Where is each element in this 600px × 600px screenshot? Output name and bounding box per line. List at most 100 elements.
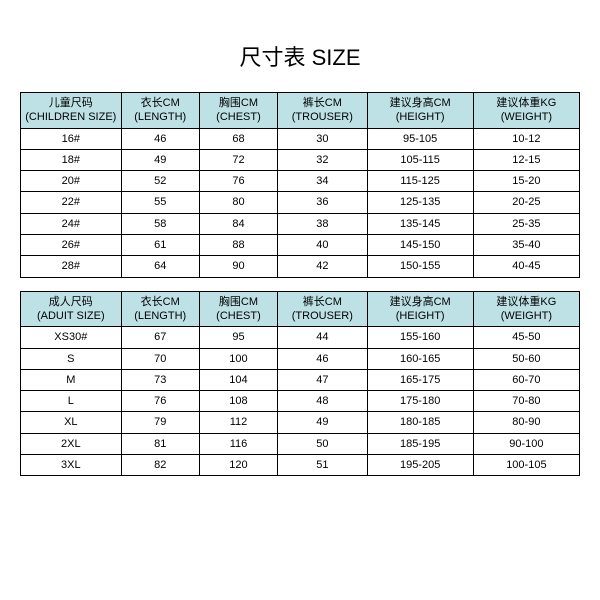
table-cell: 47: [278, 369, 367, 390]
table-cell: 150-155: [367, 256, 473, 277]
table-cell: 68: [199, 128, 277, 149]
table-row: L7610848175-18070-80: [21, 391, 580, 412]
table-cell: 15-20: [473, 171, 579, 192]
table-cell: 34: [278, 171, 367, 192]
table-cell: 50: [278, 433, 367, 454]
table-cell: 145-150: [367, 235, 473, 256]
table-cell: 195-205: [367, 455, 473, 476]
spacer-cell: [21, 277, 580, 291]
adult_table-header-cell: 裤长CM(TROUSER): [278, 291, 367, 327]
table-cell: 55: [121, 192, 199, 213]
table-cell: 125-135: [367, 192, 473, 213]
table-cell: 52: [121, 171, 199, 192]
header-line-2: (TROUSER): [280, 309, 364, 323]
table-cell: 50-60: [473, 348, 579, 369]
table-cell: 72: [199, 149, 277, 170]
header-line-1: 建议体重KG: [476, 295, 577, 309]
table-row: XL7911249180-18580-90: [21, 412, 580, 433]
table-cell: 116: [199, 433, 277, 454]
table-cell: 67: [121, 327, 199, 348]
table-cell: XS30#: [21, 327, 122, 348]
table-row: 18#497232105-11512-15: [21, 149, 580, 170]
table-cell: 25-35: [473, 213, 579, 234]
table-cell: 100-105: [473, 455, 579, 476]
table-row: 2XL8111650185-19590-100: [21, 433, 580, 454]
children_table-header-cell: 建议身高CM(HEIGHT): [367, 93, 473, 129]
table-cell: 46: [121, 128, 199, 149]
children_table-header-cell: 裤长CM(TROUSER): [278, 93, 367, 129]
table-cell: 16#: [21, 128, 122, 149]
adult_table-header-cell: 胸围CM(CHEST): [199, 291, 277, 327]
header-line-1: 裤长CM: [280, 96, 364, 110]
table-cell: 100: [199, 348, 277, 369]
table-row: 20#527634115-12515-20: [21, 171, 580, 192]
table-row: XS30#679544155-16045-50: [21, 327, 580, 348]
header-line-1: 成人尺码: [23, 295, 119, 309]
table-row: 28#649042150-15540-45: [21, 256, 580, 277]
table-cell: 108: [199, 391, 277, 412]
adult_table-header-cell: 衣长CM(LENGTH): [121, 291, 199, 327]
table-cell: 58: [121, 213, 199, 234]
size-table: 儿童尺码(CHILDREN SIZE)衣长CM(LENGTH)胸围CM(CHES…: [20, 92, 580, 476]
table-cell: 115-125: [367, 171, 473, 192]
table-cell: 10-12: [473, 128, 579, 149]
header-line-2: (ADUIT SIZE): [23, 309, 119, 323]
header-line-1: 胸围CM: [202, 295, 275, 309]
header-line-1: 衣长CM: [124, 96, 197, 110]
header-line-1: 建议身高CM: [370, 295, 471, 309]
table-cell: 79: [121, 412, 199, 433]
table-cell: 90-100: [473, 433, 579, 454]
page-title: 尺寸表 SIZE: [239, 40, 360, 72]
table-cell: 42: [278, 256, 367, 277]
table-cell: 84: [199, 213, 277, 234]
table-cell: 30: [278, 128, 367, 149]
header-line-2: (HEIGHT): [370, 110, 471, 124]
table-cell: 81: [121, 433, 199, 454]
table-cell: 46: [278, 348, 367, 369]
table-cell: 38: [278, 213, 367, 234]
table-cell: 26#: [21, 235, 122, 256]
table-cell: 28#: [21, 256, 122, 277]
table-cell: 60-70: [473, 369, 579, 390]
size-tables-container: 儿童尺码(CHILDREN SIZE)衣长CM(LENGTH)胸围CM(CHES…: [20, 92, 580, 476]
header-line-2: (LENGTH): [124, 309, 197, 323]
table-cell: 40: [278, 235, 367, 256]
table-cell: 165-175: [367, 369, 473, 390]
table-cell: 104: [199, 369, 277, 390]
table-cell: 76: [199, 171, 277, 192]
table-cell: 18#: [21, 149, 122, 170]
table-cell: 160-165: [367, 348, 473, 369]
table-cell: 49: [121, 149, 199, 170]
table-cell: 48: [278, 391, 367, 412]
adult_table-header-cell: 建议体重KG(WEIGHT): [473, 291, 579, 327]
table-cell: 80-90: [473, 412, 579, 433]
table-cell: 2XL: [21, 433, 122, 454]
header-line-2: (TROUSER): [280, 110, 364, 124]
table-cell: 61: [121, 235, 199, 256]
children_table-header-cell: 胸围CM(CHEST): [199, 93, 277, 129]
table-cell: 45-50: [473, 327, 579, 348]
table-cell: 90: [199, 256, 277, 277]
table-cell: 120: [199, 455, 277, 476]
table-cell: 49: [278, 412, 367, 433]
table-row: 3XL8212051195-205100-105: [21, 455, 580, 476]
table-cell: 3XL: [21, 455, 122, 476]
adult_table-header-cell: 成人尺码(ADUIT SIZE): [21, 291, 122, 327]
table-cell: 95: [199, 327, 277, 348]
table-row: 24#588438135-14525-35: [21, 213, 580, 234]
table-cell: 40-45: [473, 256, 579, 277]
children_table-header-cell: 建议体重KG(WEIGHT): [473, 93, 579, 129]
table-cell: 112: [199, 412, 277, 433]
table-row: M7310447165-17560-70: [21, 369, 580, 390]
table-cell: 44: [278, 327, 367, 348]
table-cell: 32: [278, 149, 367, 170]
table-cell: 80: [199, 192, 277, 213]
header-line-2: (HEIGHT): [370, 309, 471, 323]
table-cell: 36: [278, 192, 367, 213]
header-line-1: 建议身高CM: [370, 96, 471, 110]
header-line-1: 建议体重KG: [476, 96, 577, 110]
table-cell: 64: [121, 256, 199, 277]
table-cell: 73: [121, 369, 199, 390]
table-cell: 88: [199, 235, 277, 256]
header-line-1: 儿童尺码: [23, 96, 119, 110]
